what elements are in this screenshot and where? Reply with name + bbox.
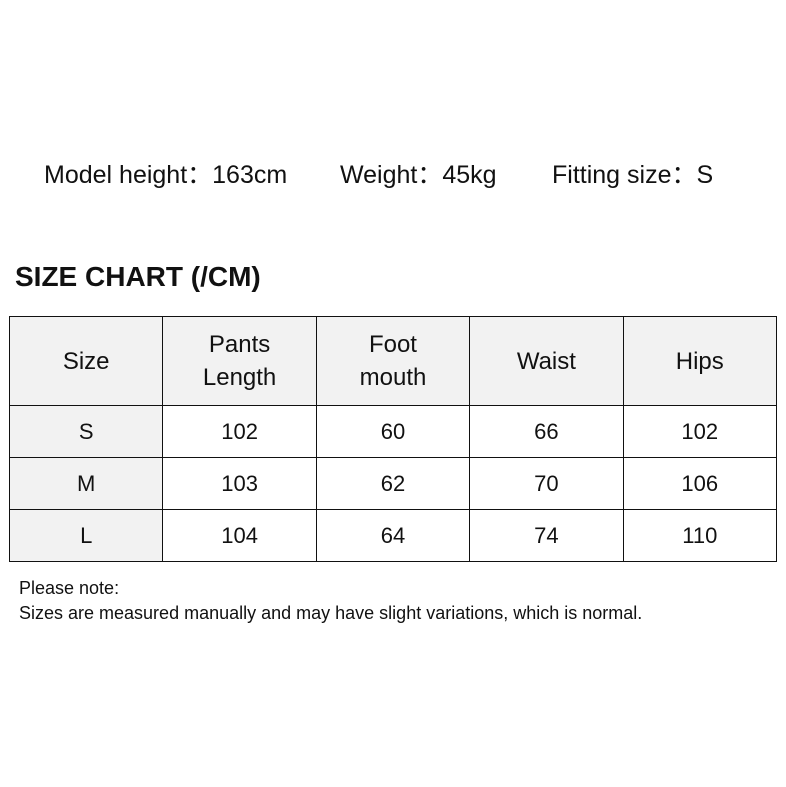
fitting-size: Fitting size：S	[552, 161, 714, 189]
header-text: Size	[62, 347, 110, 375]
header-text: Waist	[516, 347, 576, 375]
cell-hips: 110	[622, 509, 778, 562]
header-text: Length	[202, 364, 277, 391]
cell-foot-mouth: 60	[315, 405, 471, 458]
table-row: S 102 60 66 102	[8, 405, 778, 458]
cell-size: S	[8, 405, 164, 458]
note-text: Sizes are measured manually and may have…	[19, 603, 643, 623]
header-foot-mouth: Foot mouth	[315, 316, 471, 406]
cell-pants-length: 104	[162, 509, 317, 562]
table-row: L 104 64 74 110	[8, 509, 778, 562]
note-heading: Please note:	[19, 578, 120, 598]
cell-waist: 70	[469, 457, 624, 510]
cell-waist: 74	[469, 509, 624, 562]
model-weight: Weight：45kg	[340, 161, 497, 189]
cell-size: L	[8, 509, 164, 562]
header-text: Pants	[208, 331, 271, 358]
header-size: Size	[8, 316, 164, 406]
model-height: Model height：163cm	[44, 161, 288, 189]
header-hips: Hips	[622, 316, 778, 406]
header-pants-length: Pants Length	[162, 316, 317, 406]
header-text: Hips	[675, 347, 724, 375]
cell-foot-mouth: 64	[315, 509, 471, 562]
table-header-row: Size Pants Length Foot mouth Waist Hips	[8, 316, 778, 406]
table-row: M 103 62 70 106	[8, 457, 778, 510]
cell-hips: 106	[622, 457, 778, 510]
size-chart-title: SIZE CHART (/CM)	[15, 261, 261, 292]
cell-pants-length: 103	[162, 457, 317, 510]
header-text: Foot	[368, 331, 417, 358]
cell-size: M	[8, 457, 164, 510]
size-chart-table: Size Pants Length Foot mouth Waist Hips S …	[8, 316, 778, 562]
cell-pants-length: 102	[162, 405, 317, 458]
header-text: mouth	[359, 364, 427, 391]
cell-foot-mouth: 62	[315, 457, 471, 510]
cell-hips: 102	[622, 405, 778, 458]
cell-waist: 66	[469, 405, 624, 458]
header-waist: Waist	[469, 316, 624, 406]
